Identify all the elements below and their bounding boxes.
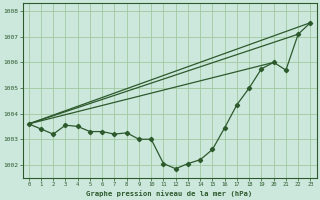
X-axis label: Graphe pression niveau de la mer (hPa): Graphe pression niveau de la mer (hPa) [86,190,253,197]
